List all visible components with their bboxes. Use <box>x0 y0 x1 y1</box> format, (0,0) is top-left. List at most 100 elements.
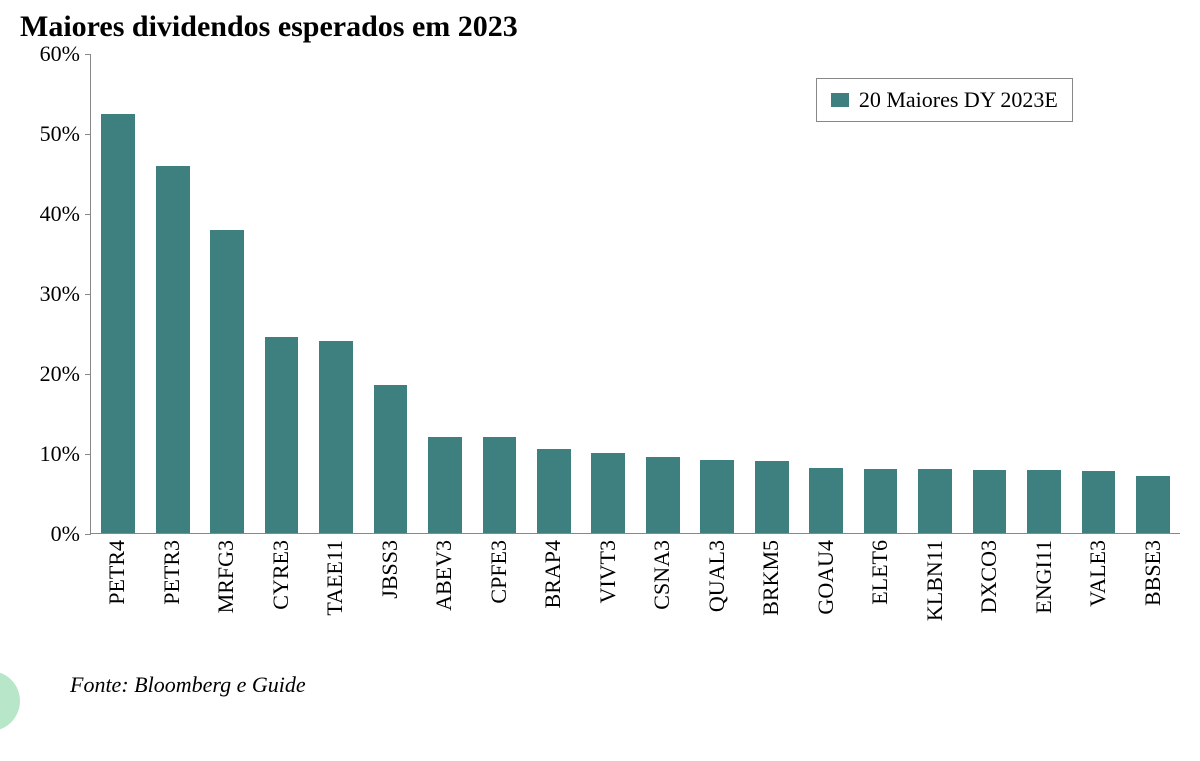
y-tick-mark <box>85 54 91 55</box>
decorative-circle <box>0 671 20 731</box>
x-label-slot: JBSS3 <box>363 534 418 654</box>
bar-slot <box>690 54 744 533</box>
x-label-KLBN11: KLBN11 <box>922 540 948 621</box>
bar-ABEV3 <box>428 437 462 533</box>
x-label-slot: KLBN11 <box>908 534 963 654</box>
bar-slot <box>309 54 363 533</box>
bar-DXCO3 <box>973 470 1007 533</box>
x-label-slot: GOAU4 <box>799 534 854 654</box>
bar-BBSE3 <box>1136 476 1170 533</box>
x-label-TAEE11: TAEE11 <box>322 540 348 616</box>
x-label-slot: BBSE3 <box>1126 534 1181 654</box>
bar-slot <box>581 54 635 533</box>
y-tick-mark <box>85 454 91 455</box>
x-label-ABEV3: ABEV3 <box>431 540 457 611</box>
y-tick-mark <box>85 294 91 295</box>
x-label-GOAU4: GOAU4 <box>813 540 839 615</box>
bar-slot <box>744 54 798 533</box>
bar-slot <box>908 54 962 533</box>
bar-slot <box>799 54 853 533</box>
bar-slot <box>145 54 199 533</box>
bars-layer <box>91 54 1180 533</box>
bar-slot <box>418 54 472 533</box>
x-label-ENGI11: ENGI11 <box>1031 540 1057 614</box>
x-label-slot: PETR3 <box>145 534 200 654</box>
x-label-slot: BRAP4 <box>526 534 581 654</box>
bar-ELET6 <box>864 469 898 533</box>
bar-CYRE3 <box>265 337 299 533</box>
x-label-ELET6: ELET6 <box>867 540 893 605</box>
x-label-slot: PETR4 <box>90 534 145 654</box>
bar-slot <box>853 54 907 533</box>
y-tick-label: 10% <box>40 441 90 467</box>
bar-PETR4 <box>101 114 135 533</box>
x-label-VALE3: VALE3 <box>1085 540 1111 607</box>
y-tick-mark <box>85 214 91 215</box>
bar-slot <box>254 54 308 533</box>
x-label-slot: ABEV3 <box>417 534 472 654</box>
bar-GOAU4 <box>809 468 843 533</box>
x-label-QUAL3: QUAL3 <box>704 540 730 612</box>
bar-QUAL3 <box>700 460 734 533</box>
x-label-slot: QUAL3 <box>690 534 745 654</box>
bar-PETR3 <box>156 166 190 533</box>
y-tick-mark <box>85 374 91 375</box>
y-tick-mark <box>85 134 91 135</box>
x-label-slot: MRFG3 <box>199 534 254 654</box>
bar-slot <box>1126 54 1180 533</box>
chart-container: Maiores dividendos esperados em 2023 0%1… <box>20 10 1180 654</box>
x-label-slot: ELET6 <box>853 534 908 654</box>
y-tick-label: 60% <box>40 41 90 67</box>
y-tick-label: 30% <box>40 281 90 307</box>
legend: 20 Maiores DY 2023E <box>816 78 1073 122</box>
bar-slot <box>636 54 690 533</box>
x-label-VIVT3: VIVT3 <box>595 540 621 604</box>
bar-ENGI11 <box>1027 470 1061 533</box>
y-axis: 0%10%20%30%40%50%60% <box>20 54 90 534</box>
y-tick-label: 50% <box>40 121 90 147</box>
bar-slot <box>1071 54 1125 533</box>
x-label-slot: TAEE11 <box>308 534 363 654</box>
bar-slot <box>91 54 145 533</box>
x-axis-labels: PETR4 PETR3 MRFG3 CYRE3 TAEE11 JBSS3 ABEV3 CPFE… <box>90 534 1180 654</box>
bar-MRFG3 <box>210 230 244 533</box>
x-label-slot: ENGI11 <box>1017 534 1072 654</box>
x-label-BBSE3: BBSE3 <box>1140 540 1166 606</box>
x-label-JBSS3: JBSS3 <box>377 540 403 599</box>
x-label-slot: CYRE3 <box>254 534 309 654</box>
bar-slot <box>472 54 526 533</box>
bar-VIVT3 <box>591 453 625 533</box>
x-label-BRKM5: BRKM5 <box>758 540 784 616</box>
x-label-BRAP4: BRAP4 <box>540 540 566 608</box>
x-label-CYRE3: CYRE3 <box>268 540 294 610</box>
x-label-DXCO3: DXCO3 <box>976 540 1002 613</box>
x-label-PETR4: PETR4 <box>104 540 130 605</box>
bar-CSNA3 <box>646 457 680 533</box>
bar-BRAP4 <box>537 449 571 533</box>
x-label-CSNA3: CSNA3 <box>649 540 675 610</box>
bar-VALE3 <box>1082 471 1116 533</box>
y-tick-label: 20% <box>40 361 90 387</box>
x-label-slot: VALE3 <box>1071 534 1126 654</box>
plot-area: 20 Maiores DY 2023E <box>90 54 1180 534</box>
bar-slot <box>527 54 581 533</box>
legend-swatch <box>831 93 849 107</box>
source-text: Fonte: Bloomberg e Guide <box>70 672 306 698</box>
bar-slot <box>363 54 417 533</box>
bar-TAEE11 <box>319 341 353 533</box>
x-label-slot: VIVT3 <box>581 534 636 654</box>
x-label-MRFG3: MRFG3 <box>213 540 239 613</box>
legend-label: 20 Maiores DY 2023E <box>859 87 1058 113</box>
bar-KLBN11 <box>918 469 952 533</box>
chart-title: Maiores dividendos esperados em 2023 <box>20 10 1180 44</box>
x-label-slot: BRKM5 <box>744 534 799 654</box>
x-label-slot: CSNA3 <box>635 534 690 654</box>
x-label-slot: DXCO3 <box>962 534 1017 654</box>
bar-JBSS3 <box>374 385 408 533</box>
bar-slot <box>1017 54 1071 533</box>
x-label-PETR3: PETR3 <box>159 540 185 605</box>
y-tick-label: 40% <box>40 201 90 227</box>
x-label-CPFE3: CPFE3 <box>486 540 512 604</box>
bar-BRKM5 <box>755 461 789 533</box>
bar-slot <box>962 54 1016 533</box>
